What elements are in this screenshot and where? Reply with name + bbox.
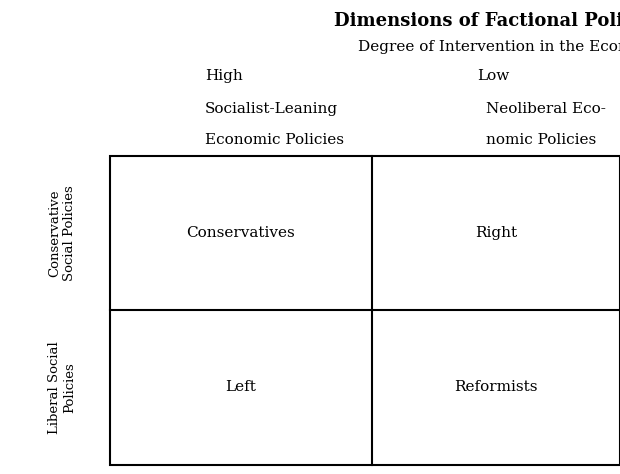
Text: Socialist-Leaning: Socialist-Leaning (205, 102, 338, 116)
Text: Conservative
Social Policies: Conservative Social Policies (48, 185, 76, 282)
Text: Degree of Intervention in the Economy: Degree of Intervention in the Economy (358, 40, 620, 55)
Text: Neoliberal Eco-: Neoliberal Eco- (487, 102, 606, 116)
Bar (110, 156, 620, 465)
Text: High: High (205, 69, 243, 83)
Text: Liberal Social
Policies: Liberal Social Policies (48, 341, 76, 434)
Text: Economic Policies: Economic Policies (205, 133, 344, 147)
Text: Right: Right (475, 227, 517, 240)
Text: Low: Low (477, 69, 509, 83)
Text: nomic Policies: nomic Policies (487, 133, 596, 147)
Text: Dimensions of Factional Politics in Iran: Dimensions of Factional Politics in Iran (334, 12, 620, 30)
Text: Left: Left (226, 381, 256, 394)
Text: Reformists: Reformists (454, 381, 538, 394)
Text: Conservatives: Conservatives (187, 227, 295, 240)
